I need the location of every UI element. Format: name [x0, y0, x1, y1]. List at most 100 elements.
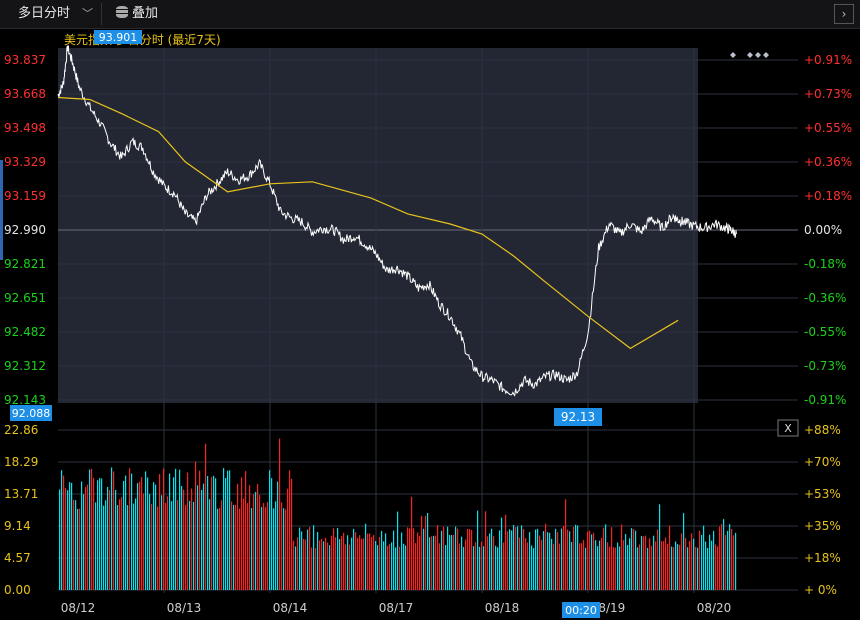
volume-bar [483, 546, 485, 590]
volume-bar [475, 542, 477, 590]
volume-bar [93, 477, 95, 590]
volume-bar [197, 485, 199, 590]
volume-bar [395, 547, 397, 590]
volume-bar [711, 540, 713, 590]
next-arrow-button[interactable]: › [834, 4, 854, 24]
volume-bar [613, 547, 615, 590]
volume-bar [235, 504, 237, 590]
volume-bar [333, 528, 335, 590]
volume-percent-tick: +53% [804, 487, 841, 501]
volume-bar [121, 497, 123, 590]
volume-bar [629, 538, 631, 590]
volume-bar [299, 527, 301, 590]
overlay-button[interactable]: 叠加 [112, 3, 158, 25]
volume-bar [313, 525, 315, 590]
volume-bar [673, 547, 675, 590]
left-scroll-indicator[interactable] [0, 160, 3, 260]
volume-bar [543, 531, 545, 590]
volume-bar [319, 540, 321, 590]
volume-bar [611, 527, 613, 590]
volume-bar [485, 511, 487, 590]
volume-bar [73, 499, 75, 590]
volume-bar [495, 545, 497, 590]
price-tick: 92.143 [4, 393, 46, 407]
volume-bar [177, 500, 179, 590]
volume-bar [417, 532, 419, 590]
volume-bar [433, 535, 435, 590]
volume-tick: 4.57 [4, 551, 31, 565]
volume-bar [149, 494, 151, 590]
volume-bar [265, 507, 267, 590]
volume-bar [317, 531, 319, 590]
volume-bar [619, 546, 621, 590]
volume-bar [647, 547, 649, 590]
volume-bar [551, 538, 553, 590]
volume-bar [291, 478, 293, 590]
percent-tick: 0.00% [804, 223, 842, 237]
volume-bar [207, 475, 209, 590]
volume-bar [227, 470, 229, 590]
volume-bar [727, 530, 729, 590]
volume-bar [589, 530, 591, 590]
volume-bar [139, 481, 141, 590]
volume-bar [99, 478, 101, 590]
volume-bar [283, 508, 285, 590]
date-label: 08/14 [273, 601, 308, 615]
volume-bar [161, 495, 163, 590]
volume-bar [561, 528, 563, 590]
volume-bar [249, 485, 251, 590]
volume-bar [645, 535, 647, 590]
volume-bar [301, 531, 303, 590]
volume-bar [523, 528, 525, 590]
volume-bar [61, 470, 63, 590]
volume-tick: 18.29 [4, 455, 38, 469]
volume-bar [643, 536, 645, 590]
volume-bar [623, 540, 625, 590]
volume-bar [287, 488, 289, 590]
volume-bar [519, 537, 521, 590]
chart-title: 美元指数 多日分时 (最近7天) [64, 32, 221, 47]
volume-bar [107, 486, 109, 590]
volume-bar [691, 533, 693, 590]
volume-bar [681, 533, 683, 590]
volume-bar [247, 503, 249, 590]
volume-bar [281, 502, 283, 590]
volume-bar [697, 547, 699, 590]
volume-bar [595, 540, 597, 590]
volume-bar [409, 528, 411, 590]
volume-bar [401, 532, 403, 590]
volume-bar [549, 532, 551, 590]
volume-bar [341, 535, 343, 590]
volume-bar [335, 537, 337, 590]
volume-bar [159, 474, 161, 590]
volume-bar [63, 475, 65, 590]
volume-bar [279, 438, 281, 590]
volume-bar [393, 530, 395, 590]
price-tick: 92.651 [4, 291, 46, 305]
volume-bar [615, 547, 617, 590]
volume-bar [667, 543, 669, 590]
volume-bar [85, 486, 87, 590]
volume-bar [137, 483, 139, 590]
volume-bar [229, 470, 231, 590]
volume-bar [119, 499, 121, 590]
volume-bar [165, 502, 167, 590]
close-volume-button[interactable]: X [777, 419, 799, 437]
volume-bar [133, 503, 135, 590]
volume-bar [345, 544, 347, 590]
volume-bar [213, 475, 215, 590]
volume-bar [555, 528, 557, 590]
volume-bar [715, 544, 717, 590]
volume-bar [223, 468, 225, 590]
volume-bar [77, 509, 79, 590]
period-dropdown[interactable]: 多日分时 ﹀ [6, 3, 102, 25]
indicator-diamonds[interactable] [730, 52, 769, 58]
database-icon [116, 6, 128, 18]
volume-bar [175, 468, 177, 590]
volume-bar [171, 501, 173, 590]
volume-bar [131, 473, 133, 590]
volume-bar [735, 532, 737, 590]
volume-bar [75, 500, 77, 590]
volume-bar [337, 527, 339, 590]
overlay-label: 叠加 [132, 6, 159, 21]
